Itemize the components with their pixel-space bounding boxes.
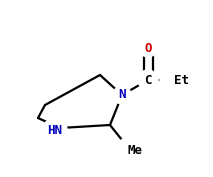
Text: N: N xyxy=(118,88,126,101)
Text: Et: Et xyxy=(174,73,189,87)
Circle shape xyxy=(138,70,158,90)
Text: HN: HN xyxy=(47,124,62,136)
Circle shape xyxy=(139,39,157,57)
Circle shape xyxy=(116,138,140,162)
Text: O: O xyxy=(144,41,152,55)
Text: Me: Me xyxy=(128,144,143,156)
Circle shape xyxy=(43,118,67,142)
Circle shape xyxy=(160,66,188,94)
Circle shape xyxy=(113,86,131,104)
Text: C: C xyxy=(144,73,152,87)
